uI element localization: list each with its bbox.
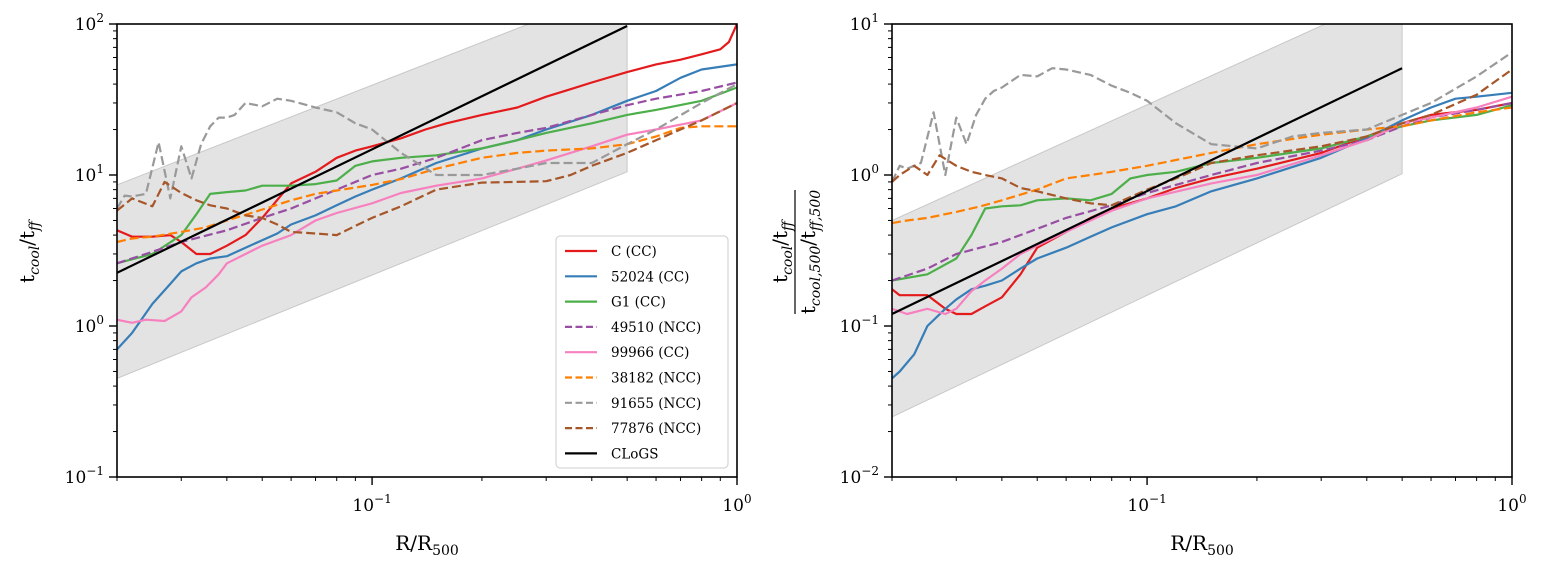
legend-label: 91655 (NCC) (611, 396, 701, 412)
right-y-tick-label: 100 (850, 162, 879, 186)
left-x-axis-label: R/R500 (395, 531, 459, 559)
right-x-axis-label: R/R500 (1170, 531, 1234, 559)
right-series-91655-ncc (892, 51, 1512, 183)
left-panel: 10−1 100 10−1 100 101 102 R/R500 tcool/tff C … (15, 11, 752, 559)
right-series-77876-ncc (892, 68, 1512, 207)
right-panel: 10−1 100 10−2 10−1 100 101 R/R500 tcool/tff t… (768, 11, 1527, 559)
right-series-52024-cc (892, 91, 1512, 380)
right-y-tick-label: 10−2 (840, 464, 879, 488)
legend-label: 99966 (CC) (611, 345, 689, 361)
legend-item: 77876 (NCC) (565, 421, 701, 437)
left-series-38182-ncc (117, 125, 737, 244)
right-axes-frame (891, 23, 1513, 478)
svg-text:tcool,500/tff,500: tcool,500/tff,500 (796, 190, 824, 314)
left-series-clogs (117, 25, 628, 274)
right-series-group (892, 51, 1512, 380)
legend-item: 38182 (NCC) (565, 371, 701, 387)
legend-label: 77876 (NCC) (611, 421, 701, 437)
left-series-77876-ncc (117, 102, 737, 237)
left-series-99966-cc (117, 102, 737, 324)
legend-items: C (CC) 52024 (CC) G1 (CC) 49510 (NCC) 99966 … (565, 244, 701, 462)
left-series-49510-ncc (117, 81, 737, 265)
right-y-tick-label: 10−1 (840, 313, 879, 337)
legend-item: 91655 (NCC) (565, 396, 701, 412)
left-y-tick-label: 100 (75, 313, 104, 337)
left-x-tick-label: 100 (722, 492, 751, 516)
left-series-group (117, 24, 737, 351)
legend-label: 38182 (NCC) (611, 371, 701, 387)
legend-label: C (CC) (611, 244, 657, 260)
left-tick-labels: 10−1 100 10−1 100 101 102 (65, 11, 752, 516)
right-shaded-band (892, 24, 1403, 418)
left-series-g1-cc (117, 86, 737, 265)
legend: C (CC) 52024 (CC) G1 (CC) 49510 (NCC) 99966 … (555, 235, 729, 469)
legend-item: 49510 (NCC) (565, 320, 701, 336)
left-y-axis-label: tcool/tff (15, 219, 43, 283)
left-x-tick-label: 10−1 (352, 492, 391, 516)
svg-text:tcool/tff: tcool/tff (768, 219, 796, 283)
legend-item: 52024 (CC) (565, 269, 689, 285)
legend-box (555, 235, 729, 469)
legend-label: 52024 (CC) (611, 269, 689, 285)
right-x-tick-label: 10−1 (1127, 492, 1166, 516)
left-y-tick-label: 101 (75, 162, 104, 186)
left-y-tick-label: 102 (75, 11, 104, 35)
right-tick-labels: 10−1 100 10−2 10−1 100 101 (840, 11, 1527, 516)
left-series-52024-cc (117, 63, 737, 351)
legend-label: CLoGS (611, 446, 658, 462)
right-series-99966-cc (892, 95, 1512, 316)
right-series-49510-ncc (892, 101, 1512, 282)
left-y-tick-label: 10−1 (65, 464, 104, 488)
legend-item: G1 (CC) (565, 295, 666, 311)
right-series-38182-ncc (892, 106, 1512, 225)
legend-item: 99966 (CC) (565, 345, 689, 361)
right-y-axis-label: tcool/tff tcool,500/tff,500 (768, 190, 824, 314)
legend-label: G1 (CC) (611, 295, 666, 311)
right-series-clogs (892, 67, 1403, 315)
left-axes-frame (116, 23, 738, 478)
right-x-tick-label: 100 (1497, 492, 1526, 516)
right-scatter-band (892, 24, 1403, 418)
left-scatter-band (117, 24, 628, 379)
legend-label: 49510 (NCC) (611, 320, 701, 336)
left-shaded-band (117, 24, 628, 379)
legend-item: C (CC) (565, 244, 657, 260)
legend-item: CLoGS (565, 446, 658, 462)
right-y-tick-label: 101 (850, 11, 879, 35)
left-series-91655-ncc (117, 83, 737, 210)
